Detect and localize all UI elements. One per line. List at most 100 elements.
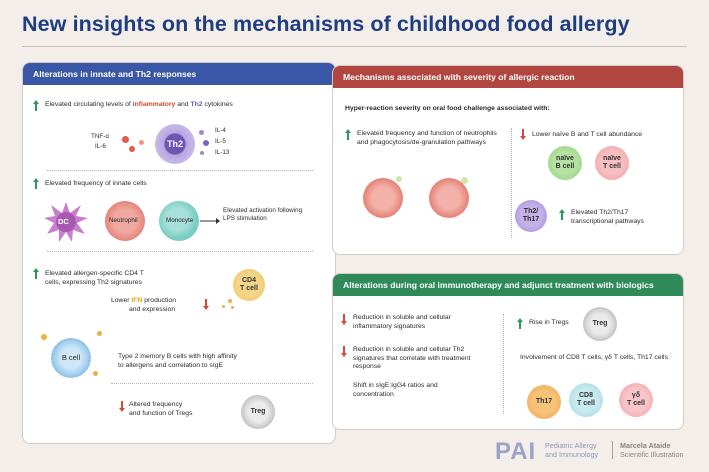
involvement-text: Involvement of CD8 T cells, γδ T cells, …	[520, 354, 668, 361]
treg-line1: Altered frequency	[129, 401, 183, 408]
section-divider	[111, 383, 313, 384]
up-arrow-icon	[559, 209, 565, 220]
down-arrow-icon	[341, 346, 347, 357]
down-arrow-icon	[341, 314, 347, 325]
illustrator-role: Scientific Illustration	[620, 450, 684, 459]
allergen-particle	[396, 176, 402, 182]
il13-label: IL-13	[215, 149, 230, 156]
vertical-divider	[511, 128, 512, 238]
up-arrow-icon	[33, 268, 39, 279]
naive-t-label1: naïve	[603, 155, 621, 162]
footer-divider	[612, 441, 613, 459]
bcell-line2: to allergens and correlation to sIgE	[118, 362, 224, 369]
naive-t-label2: T cell	[603, 163, 621, 170]
illustrator-credit: Marcela Ataide Scientific Illustration	[620, 441, 684, 459]
ifn-dot	[228, 299, 232, 303]
treg-line2: and function of Tregs	[129, 410, 193, 417]
tnf-label: TNF-α	[91, 133, 109, 140]
b-cell-label: B cell	[61, 353, 81, 362]
cd8-label1: CD8	[578, 392, 593, 399]
neutrophil-label: Neutrophil	[109, 217, 138, 224]
inflammatory-cytokine-dot	[139, 140, 144, 145]
treg-label: Treg	[592, 320, 608, 327]
journal-name-line2: and Immunology	[545, 450, 599, 459]
neutrophil-cell	[429, 178, 469, 218]
th2-cell: Th2	[155, 124, 195, 164]
section-divider	[47, 170, 313, 171]
neutrophil-cell	[105, 201, 145, 241]
cd8-t-cell: CD8 T cell	[569, 383, 603, 417]
il4-label: IL-4	[215, 127, 226, 134]
th2-cytokine-dot	[203, 140, 209, 146]
gd-label1: γδ	[631, 392, 641, 399]
innate-th2-header: Alterations in innate and Th2 responses	[23, 63, 335, 85]
vertical-divider	[503, 314, 504, 414]
naive-t-cell: naïve T cell	[595, 146, 629, 180]
journal-name-line1: Pediatric Allergy	[545, 441, 597, 450]
section-divider	[47, 251, 313, 252]
monocyte-label: Monocyte	[166, 217, 194, 224]
allergen-particle	[461, 177, 468, 184]
antibody-dot	[97, 331, 102, 336]
innate-cells-text: Elevated frequency of innate cells	[45, 180, 147, 187]
innate-th2-panel: Alterations in innate and Th2 responses …	[22, 62, 336, 444]
arrow-right-icon	[200, 218, 220, 224]
severity-panel: Mechanisms associated with severity of a…	[332, 65, 684, 255]
page-title: New insights on the mechanisms of childh…	[22, 12, 630, 36]
oit-header: Alterations during oral immunotherapy an…	[333, 274, 683, 296]
th2-cell-label: Th2	[166, 139, 183, 149]
cd4-label: CD4	[241, 277, 256, 284]
th-cell-label1: Th2/	[523, 208, 539, 215]
th2-cytokine-dot	[199, 130, 204, 135]
up-arrow-icon	[33, 178, 39, 189]
il6-label: IL-6	[95, 143, 106, 150]
monocyte-cell	[159, 201, 199, 241]
inflammatory-cytokine-dot	[122, 136, 129, 143]
th-text1: Elevated Th2/Th17	[571, 209, 629, 216]
inflammatory-word: inflammatory	[132, 101, 176, 108]
up-arrow-icon	[345, 129, 351, 140]
naive-b-cell: naïve B cell	[548, 146, 582, 180]
down-arrow-icon	[520, 129, 526, 140]
lower-naive-text: Lower naïve B and T cell abundance	[532, 131, 643, 138]
down-arrow-icon	[119, 401, 125, 412]
ifn-dot	[222, 305, 225, 308]
antibody-dot	[93, 371, 98, 376]
cytokines-post: cytokines	[202, 101, 233, 108]
gd-label2: T cell	[627, 400, 645, 407]
treg-cell: Treg	[583, 307, 617, 341]
oit-panel: Alterations during oral immunotherapy an…	[332, 273, 684, 430]
treg-label: Treg	[250, 408, 266, 415]
th17-label: Th17	[535, 398, 553, 405]
cd4-tcell-label: T cell	[240, 285, 258, 292]
th2-cytokine-dot	[200, 151, 204, 155]
th17-cell: Th17	[527, 385, 561, 419]
lps-activation-text: Elevated activation following LPS stimul…	[223, 207, 303, 222]
cd8-label2: T cell	[577, 400, 595, 407]
cytokines-text: Elevated circulating levels of inflammat…	[45, 101, 233, 110]
bcell-line1: Type 2 memory B cells with high affinity	[118, 353, 237, 360]
th2-th17-cell: Th2/Th17	[515, 200, 547, 232]
up-arrow-icon	[33, 100, 39, 111]
th2-word: Th2	[190, 101, 203, 108]
cd4-line2: cells, expressing Th2 signatures	[45, 279, 142, 286]
inflammatory-cytokine-dot	[129, 146, 135, 152]
production-word: production	[142, 297, 176, 304]
gamma-delta-t-cell: γδ T cell	[619, 383, 653, 417]
sige-igg4-text: Shift in sIgE:IgG4 ratios and concentrat…	[353, 382, 438, 398]
ifn-dot	[231, 306, 234, 309]
neutrophil-function-text: Elevated frequency and function of neutr…	[357, 130, 497, 146]
and-word: and	[175, 101, 191, 108]
treg-cell: Treg	[241, 395, 275, 429]
dendritic-cell-icon	[44, 202, 88, 242]
up-arrow-icon	[517, 318, 523, 329]
cytokines-pre: Elevated circulating levels of	[45, 101, 133, 108]
cd4-line1: Elevated allergen-specific CD4 T	[45, 270, 144, 277]
title-divider	[22, 46, 687, 47]
cd4-t-cell: CD4 T cell	[233, 269, 265, 301]
rise-tregs-text: Rise in Tregs	[529, 319, 569, 326]
naive-b-label2: B cell	[555, 163, 575, 170]
b-cell: B cell	[51, 338, 91, 378]
reduction-th2-text: Reduction in soluble and cellular Th2 si…	[353, 346, 471, 371]
severity-subtitle: Hyper-reaction severity on oral food cha…	[345, 105, 550, 112]
